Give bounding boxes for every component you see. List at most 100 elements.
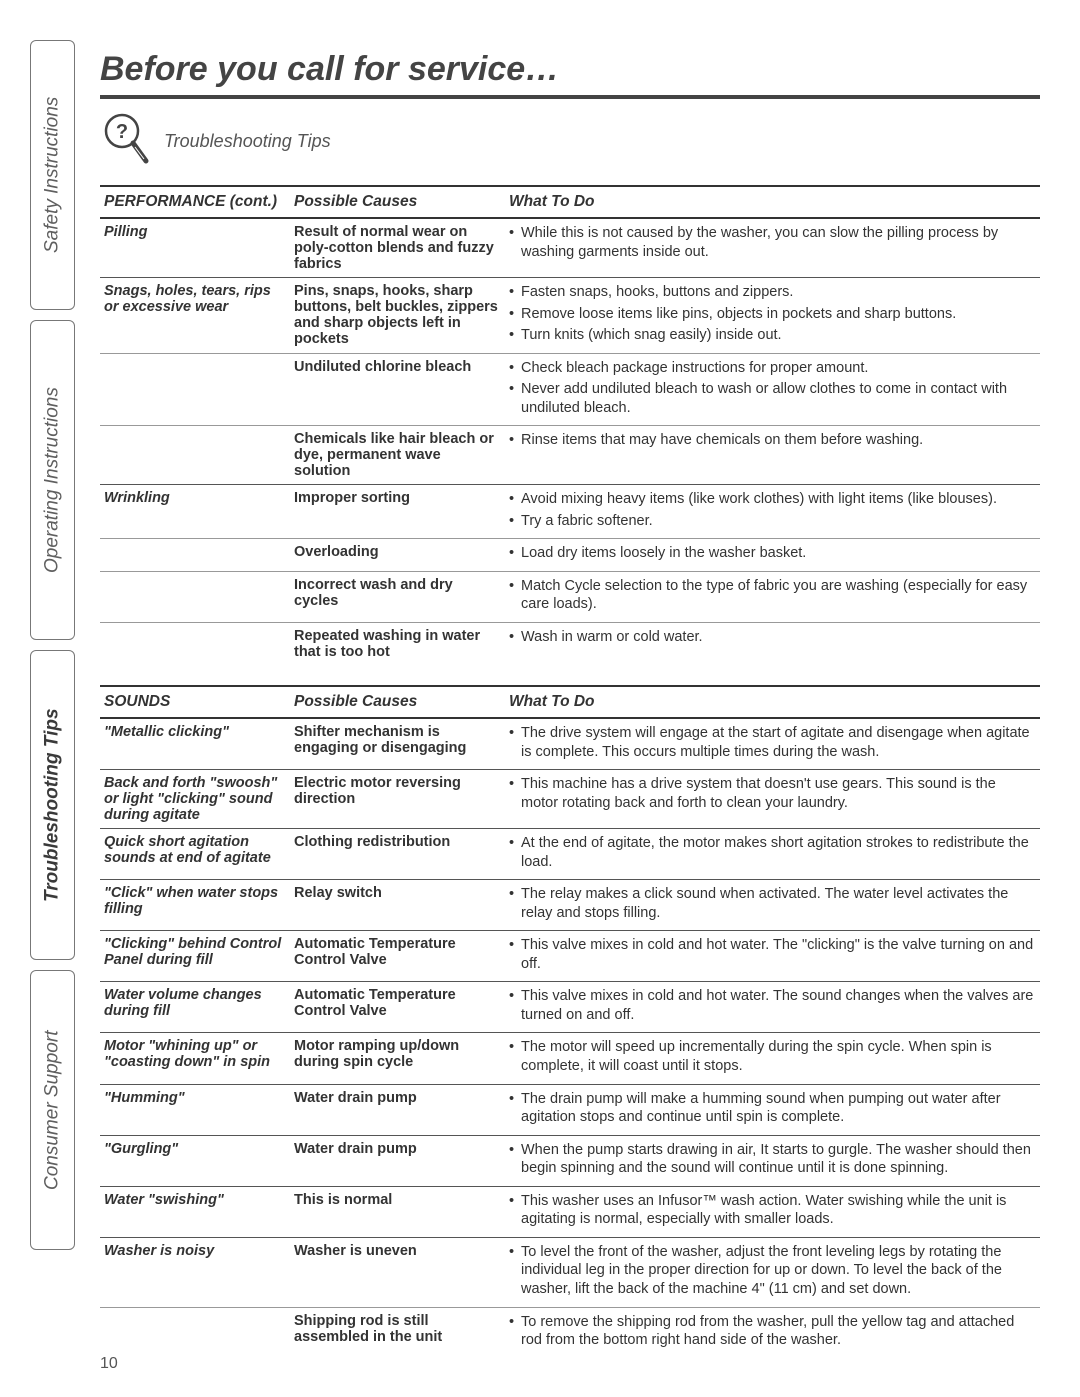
cause-cell: Repeated washing in water that is too ho… bbox=[290, 623, 505, 666]
todo-item: Match Cycle selection to the type of fab… bbox=[509, 577, 1036, 614]
sidebar-tab-0[interactable]: Safety Instructions bbox=[30, 40, 75, 310]
page-number: 10 bbox=[100, 1355, 118, 1373]
problem-cell: Quick short agitation sounds at end of a… bbox=[100, 829, 290, 880]
cause-cell: Overloading bbox=[290, 539, 505, 572]
problem-cell: Snags, holes, tears, rips or excessive w… bbox=[100, 278, 290, 354]
sidebar-tab-1[interactable]: Operating Instructions bbox=[30, 320, 75, 640]
what-to-do-cell: This machine has a drive system that doe… bbox=[505, 770, 1040, 829]
what-to-do-cell: This valve mixes in cold and hot water. … bbox=[505, 982, 1040, 1033]
todo-item: Remove loose items like pins, objects in… bbox=[509, 305, 1036, 324]
problem-cell bbox=[100, 1307, 290, 1358]
what-to-do-cell: When the pump starts drawing in air, It … bbox=[505, 1135, 1040, 1186]
cause-cell: Improper sorting bbox=[290, 485, 505, 539]
cause-cell: Shipping rod is still assembled in the u… bbox=[290, 1307, 505, 1358]
problem-cell: "Metallic clicking" bbox=[100, 718, 290, 770]
what-to-do-cell: While this is not caused by the washer, … bbox=[505, 218, 1040, 278]
column-header: What To Do bbox=[505, 686, 1040, 718]
column-header: What To Do bbox=[505, 186, 1040, 218]
todo-item: This valve mixes in cold and hot water. … bbox=[509, 936, 1036, 973]
todo-item: To remove the shipping rod from the wash… bbox=[509, 1313, 1036, 1350]
cause-cell: Chemicals like hair bleach or dye, perma… bbox=[290, 426, 505, 485]
problem-cell bbox=[100, 571, 290, 622]
todo-item: Try a fabric softener. bbox=[509, 512, 1036, 531]
todo-item: Rinse items that may have chemicals on t… bbox=[509, 431, 1036, 450]
what-to-do-cell: To level the front of the washer, adjust… bbox=[505, 1237, 1040, 1307]
cause-cell: Automatic Temperature Control Valve bbox=[290, 931, 505, 982]
cause-cell: This is normal bbox=[290, 1186, 505, 1237]
what-to-do-cell: This valve mixes in cold and hot water. … bbox=[505, 931, 1040, 982]
todo-item: Turn knits (which snag easily) inside ou… bbox=[509, 326, 1036, 345]
column-header: SOUNDS bbox=[100, 686, 290, 718]
sidebar-tab-2[interactable]: Troubleshooting Tips bbox=[30, 650, 75, 960]
problem-cell: Back and forth "swoosh" or light "clicki… bbox=[100, 770, 290, 829]
svg-text:?: ? bbox=[116, 121, 128, 143]
problem-cell: "Gurgling" bbox=[100, 1135, 290, 1186]
what-to-do-cell: This washer uses an Infusor™ wash action… bbox=[505, 1186, 1040, 1237]
column-header: PERFORMANCE (cont.) bbox=[100, 186, 290, 218]
cause-cell: Automatic Temperature Control Valve bbox=[290, 982, 505, 1033]
what-to-do-cell: The drain pump will make a humming sound… bbox=[505, 1084, 1040, 1135]
todo-item: The drain pump will make a humming sound… bbox=[509, 1090, 1036, 1127]
problem-cell bbox=[100, 426, 290, 485]
what-to-do-cell: Fasten snaps, hooks, buttons and zippers… bbox=[505, 278, 1040, 354]
cause-cell: Electric motor reversing direction bbox=[290, 770, 505, 829]
todo-item: Never add undiluted bleach to wash or al… bbox=[509, 380, 1036, 417]
todo-item: At the end of agitate, the motor makes s… bbox=[509, 834, 1036, 871]
cause-cell: Incorrect wash and dry cycles bbox=[290, 571, 505, 622]
page-title: Before you call for service… bbox=[100, 50, 1040, 99]
problem-cell: Motor "whining up" or "coasting down" in… bbox=[100, 1033, 290, 1084]
todo-item: The drive system will engage at the star… bbox=[509, 724, 1036, 761]
cause-cell: Motor ramping up/down during spin cycle bbox=[290, 1033, 505, 1084]
cause-cell: Water drain pump bbox=[290, 1135, 505, 1186]
sounds-table: SOUNDSPossible CausesWhat To Do "Metallic… bbox=[100, 685, 1040, 1358]
todo-item: Load dry items loosely in the washer bas… bbox=[509, 544, 1036, 563]
what-to-do-cell: Match Cycle selection to the type of fab… bbox=[505, 571, 1040, 622]
what-to-do-cell: Load dry items loosely in the washer bas… bbox=[505, 539, 1040, 572]
magnifier-question-icon: ? bbox=[100, 111, 150, 171]
what-to-do-cell: The motor will speed up incrementally du… bbox=[505, 1033, 1040, 1084]
todo-item: The motor will speed up incrementally du… bbox=[509, 1038, 1036, 1075]
what-to-do-cell: Avoid mixing heavy items (like work clot… bbox=[505, 485, 1040, 539]
what-to-do-cell: Check bleach package instructions for pr… bbox=[505, 353, 1040, 426]
todo-item: The relay makes a click sound when activ… bbox=[509, 885, 1036, 922]
problem-cell: Pilling bbox=[100, 218, 290, 278]
todo-item: To level the front of the washer, adjust… bbox=[509, 1243, 1036, 1299]
cause-cell: Undiluted chlorine bleach bbox=[290, 353, 505, 426]
tips-label: Troubleshooting Tips bbox=[164, 131, 331, 152]
what-to-do-cell: Rinse items that may have chemicals on t… bbox=[505, 426, 1040, 485]
cause-cell: Washer is uneven bbox=[290, 1237, 505, 1307]
problem-cell: Water "swishing" bbox=[100, 1186, 290, 1237]
problem-cell bbox=[100, 539, 290, 572]
todo-item: Fasten snaps, hooks, buttons and zippers… bbox=[509, 283, 1036, 302]
problem-cell: Water volume changes during fill bbox=[100, 982, 290, 1033]
what-to-do-cell: The drive system will engage at the star… bbox=[505, 718, 1040, 770]
problem-cell: "Clicking" behind Control Panel during f… bbox=[100, 931, 290, 982]
sidebar-tab-3[interactable]: Consumer Support bbox=[30, 970, 75, 1250]
column-header: Possible Causes bbox=[290, 686, 505, 718]
cause-cell: Relay switch bbox=[290, 880, 505, 931]
todo-item: This washer uses an Infusor™ wash action… bbox=[509, 1192, 1036, 1229]
problem-cell bbox=[100, 623, 290, 666]
what-to-do-cell: The relay makes a click sound when activ… bbox=[505, 880, 1040, 931]
cause-cell: Pins, snaps, hooks, sharp buttons, belt … bbox=[290, 278, 505, 354]
todo-item: When the pump starts drawing in air, It … bbox=[509, 1141, 1036, 1178]
performance-table: PERFORMANCE (cont.)Possible CausesWhat T… bbox=[100, 185, 1040, 665]
todo-item: This machine has a drive system that doe… bbox=[509, 775, 1036, 812]
cause-cell: Water drain pump bbox=[290, 1084, 505, 1135]
what-to-do-cell: At the end of agitate, the motor makes s… bbox=[505, 829, 1040, 880]
cause-cell: Result of normal wear on poly-cotton ble… bbox=[290, 218, 505, 278]
todo-item: While this is not caused by the washer, … bbox=[509, 224, 1036, 261]
todo-item: Avoid mixing heavy items (like work clot… bbox=[509, 490, 1036, 509]
todo-item: Check bleach package instructions for pr… bbox=[509, 359, 1036, 378]
problem-cell: Wrinkling bbox=[100, 485, 290, 539]
problem-cell: "Humming" bbox=[100, 1084, 290, 1135]
todo-item: Wash in warm or cold water. bbox=[509, 628, 1036, 647]
problem-cell bbox=[100, 353, 290, 426]
what-to-do-cell: To remove the shipping rod from the wash… bbox=[505, 1307, 1040, 1358]
cause-cell: Shifter mechanism is engaging or disenga… bbox=[290, 718, 505, 770]
what-to-do-cell: Wash in warm or cold water. bbox=[505, 623, 1040, 666]
column-header: Possible Causes bbox=[290, 186, 505, 218]
problem-cell: Washer is noisy bbox=[100, 1237, 290, 1307]
problem-cell: "Click" when water stops filling bbox=[100, 880, 290, 931]
cause-cell: Clothing redistribution bbox=[290, 829, 505, 880]
